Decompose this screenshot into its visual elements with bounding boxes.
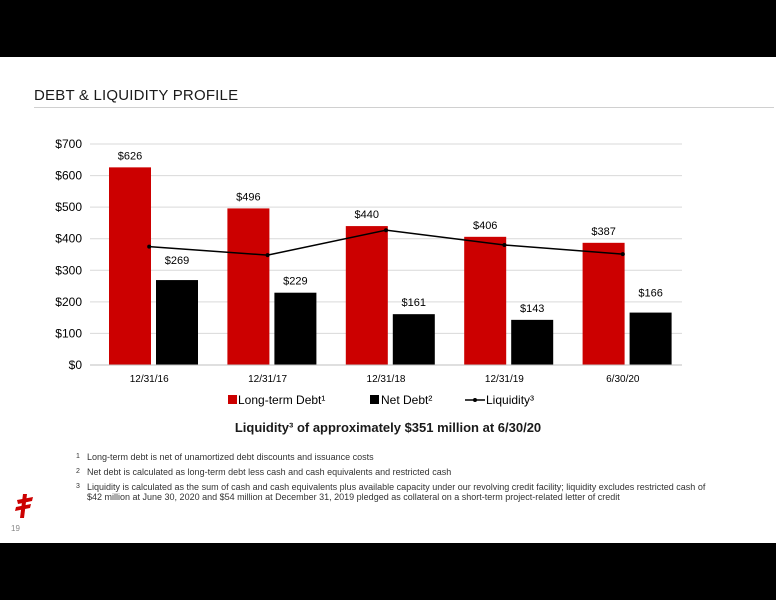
company-logo-icon xyxy=(15,494,33,518)
y-tick-label: $200 xyxy=(55,295,82,309)
x-tick-label: 12/31/18 xyxy=(367,374,406,385)
data-label-net-debt: $161 xyxy=(402,297,426,309)
data-label-long-term-debt: $626 xyxy=(118,150,142,162)
footnotes: 1 Long-term debt is net of unamortized de… xyxy=(76,452,716,507)
bar-net-debt xyxy=(511,319,554,365)
footnote-3: 3 Liquidity is calculated as the sum of c… xyxy=(76,482,716,502)
data-label-net-debt: $269 xyxy=(165,255,189,267)
bar-net-debt xyxy=(392,314,435,365)
x-tick-label: 12/31/16 xyxy=(130,374,169,385)
bar-long-term-debt xyxy=(345,226,388,365)
data-label-net-debt: $143 xyxy=(520,303,544,315)
bar-long-term-debt xyxy=(227,208,270,365)
y-tick-label: $300 xyxy=(55,263,82,277)
footnote-1: 1 Long-term debt is net of unamortized de… xyxy=(76,452,716,462)
legend-swatch-net-debt xyxy=(370,395,379,404)
point-liquidity xyxy=(147,244,152,249)
point-liquidity xyxy=(265,253,270,258)
footnote-number: 1 xyxy=(76,453,80,460)
legend-swatch-long-term-debt xyxy=(228,395,237,404)
footnote-number: 3 xyxy=(76,483,80,490)
footnote-number: 2 xyxy=(76,468,80,475)
x-tick-label: 12/31/17 xyxy=(248,374,287,385)
point-liquidity xyxy=(620,252,625,257)
footnote-text: Liquidity is calculated as the sum of ca… xyxy=(87,482,706,502)
bar-long-term-debt xyxy=(582,242,625,365)
title-divider xyxy=(34,107,774,108)
bar-net-debt xyxy=(629,312,672,365)
bar-net-debt xyxy=(274,292,317,365)
y-tick-label: $0 xyxy=(69,358,83,372)
y-tick-label: $700 xyxy=(55,137,82,151)
data-label-long-term-debt: $387 xyxy=(591,226,615,238)
legend-marker-liquidity xyxy=(473,398,477,402)
y-tick-label: $500 xyxy=(55,200,82,214)
data-label-net-debt: $229 xyxy=(283,276,307,288)
data-label-net-debt: $166 xyxy=(638,288,662,300)
bar-long-term-debt xyxy=(464,236,507,365)
legend-label-long-term-debt: Long-term Debt¹ xyxy=(238,393,325,407)
slide: DEBT & LIQUIDITY PROFILE $0 $100 $200 $300 $… xyxy=(0,57,776,543)
debt-liquidity-chart: $0 $100 $200 $300 $400 $500 $600 $700 $626 $269 12… xyxy=(55,137,682,407)
page-title: DEBT & LIQUIDITY PROFILE xyxy=(34,87,239,104)
y-tick-label: $600 xyxy=(55,169,82,183)
y-tick-label: $100 xyxy=(55,326,82,340)
footnote-2: 2 Net debt is calculated as long-term deb… xyxy=(76,467,716,477)
data-label-long-term-debt: $496 xyxy=(236,191,260,203)
data-label-long-term-debt: $440 xyxy=(355,209,379,221)
footnote-text: Net debt is calculated as long-term debt… xyxy=(87,467,452,477)
page-number: 19 xyxy=(11,524,20,533)
y-tick-label: $400 xyxy=(55,232,82,246)
bar-long-term-debt xyxy=(109,167,151,365)
bar-net-debt xyxy=(156,280,198,365)
point-liquidity xyxy=(384,228,388,233)
chart-subtitle: Liquidity³ of approximately $351 million… xyxy=(234,420,542,435)
point-liquidity xyxy=(502,243,507,248)
x-tick-label: 6/30/20 xyxy=(606,374,640,385)
footnote-text: Long-term debt is net of unamortized deb… xyxy=(87,452,374,462)
legend-label-net-debt: Net Debt² xyxy=(381,393,432,407)
legend-label-liquidity: Liquidity³ xyxy=(486,393,534,407)
data-label-long-term-debt: $406 xyxy=(473,220,497,232)
x-tick-label: 12/31/19 xyxy=(485,374,524,385)
